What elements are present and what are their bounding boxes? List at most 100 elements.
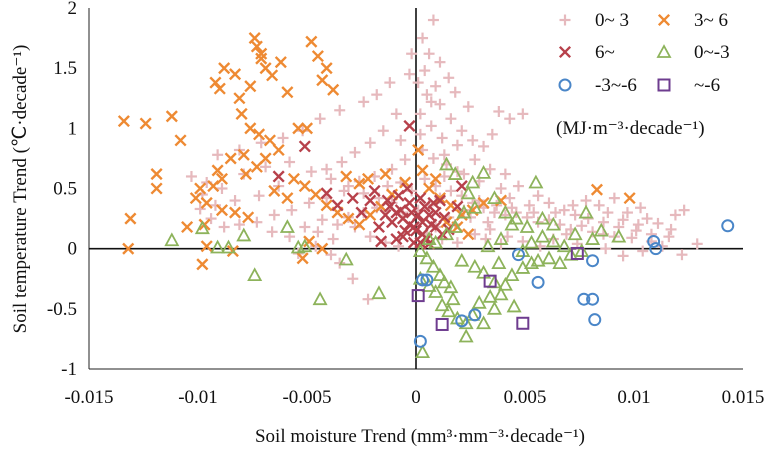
data-point — [224, 152, 237, 165]
data-point — [299, 221, 311, 233]
data-point — [637, 245, 649, 257]
data-point — [617, 214, 629, 226]
data-point — [569, 209, 581, 221]
data-point — [216, 183, 228, 194]
data-point — [406, 48, 418, 60]
x-tick-label: 0.015 — [722, 387, 765, 408]
data-point — [244, 122, 257, 135]
data-point — [438, 149, 450, 161]
data-point — [390, 232, 403, 246]
data-point — [486, 128, 498, 140]
data-point — [189, 192, 202, 205]
data-point — [556, 238, 572, 253]
data-point — [316, 74, 329, 87]
data-point — [541, 250, 557, 265]
data-point — [433, 194, 447, 207]
data-point — [185, 170, 197, 182]
data-point — [406, 185, 418, 197]
data-point — [476, 315, 492, 330]
data-point — [394, 204, 407, 217]
data-point — [560, 228, 572, 240]
data-point — [296, 252, 309, 265]
data-point — [298, 180, 311, 193]
data-point — [211, 164, 224, 177]
data-point — [371, 89, 383, 101]
data-point — [585, 231, 601, 245]
data-point — [469, 154, 481, 166]
data-point — [447, 219, 463, 233]
data-point — [312, 291, 328, 306]
y-tick-label: 1.5 — [53, 58, 77, 79]
y-tick-label: 0.5 — [53, 179, 77, 200]
data-point — [205, 213, 217, 225]
data-point — [379, 168, 392, 181]
data-point — [524, 234, 540, 249]
series-x — [117, 32, 636, 271]
data-point — [511, 248, 525, 262]
data-point — [504, 192, 516, 204]
data-point — [493, 105, 505, 117]
data-point — [630, 225, 642, 237]
data-point — [371, 285, 387, 300]
data-point — [401, 182, 414, 195]
data-point — [218, 62, 231, 75]
data-point — [531, 275, 545, 289]
data-point — [456, 204, 472, 219]
data-point — [281, 192, 294, 205]
data-point — [462, 101, 474, 113]
legend-label: ~-6 — [694, 75, 720, 96]
data-point — [652, 217, 664, 229]
data-point — [491, 255, 507, 270]
data-point — [473, 195, 485, 207]
data-point — [281, 86, 294, 99]
y-tick-labels: -1 -0.5 0 0.5 1 1.5 2 — [47, 0, 77, 380]
data-point — [200, 196, 213, 209]
x-tick-label: -0.01 — [178, 387, 218, 408]
data-point — [519, 219, 535, 233]
data-point — [416, 164, 429, 177]
data-point — [235, 107, 248, 120]
data-point — [430, 80, 442, 92]
legend-title: (MJ·m⁻³·decade⁻¹) — [556, 118, 705, 139]
data-point — [284, 156, 296, 168]
data-point — [209, 199, 221, 211]
data-point — [467, 134, 479, 146]
x-tick-label: 0 — [411, 387, 421, 408]
data-point — [248, 32, 261, 45]
data-point — [635, 202, 647, 214]
data-point — [436, 132, 448, 144]
data-point — [429, 206, 442, 219]
data-point — [506, 298, 522, 313]
x-axis-title: Soil moisture Trend (mm³·mm⁻³·decade⁻¹) — [255, 426, 585, 447]
data-point — [297, 125, 309, 137]
x-tick-labels: -0.015 -0.01 -0.005 0 0.005 0.01 0.015 — [64, 387, 764, 408]
data-point — [543, 197, 555, 209]
data-point — [434, 98, 446, 110]
legend-marker — [558, 45, 572, 59]
data-point — [465, 174, 481, 189]
data-point — [174, 134, 187, 147]
series-triangle — [164, 156, 627, 359]
data-point — [194, 203, 206, 215]
data-point — [493, 286, 509, 301]
data-point — [316, 214, 328, 226]
data-point — [471, 294, 487, 309]
data-point — [320, 62, 333, 75]
data-point — [576, 220, 588, 232]
legend-label: 3~ 6 — [694, 10, 728, 31]
data-point — [336, 156, 348, 168]
data-point — [425, 120, 437, 132]
data-point — [260, 161, 272, 173]
data-point — [252, 128, 266, 141]
data-point — [312, 226, 324, 238]
legend-label: 0~-3 — [694, 42, 730, 63]
data-point — [468, 308, 482, 322]
data-point — [600, 243, 612, 255]
data-point — [412, 143, 425, 157]
data-point — [608, 192, 620, 204]
data-point — [480, 238, 496, 253]
data-point — [361, 172, 375, 185]
data-point — [250, 160, 263, 173]
data-point — [545, 233, 561, 248]
